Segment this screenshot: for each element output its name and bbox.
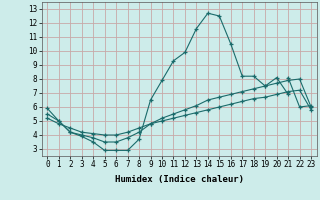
X-axis label: Humidex (Indice chaleur): Humidex (Indice chaleur): [115, 175, 244, 184]
